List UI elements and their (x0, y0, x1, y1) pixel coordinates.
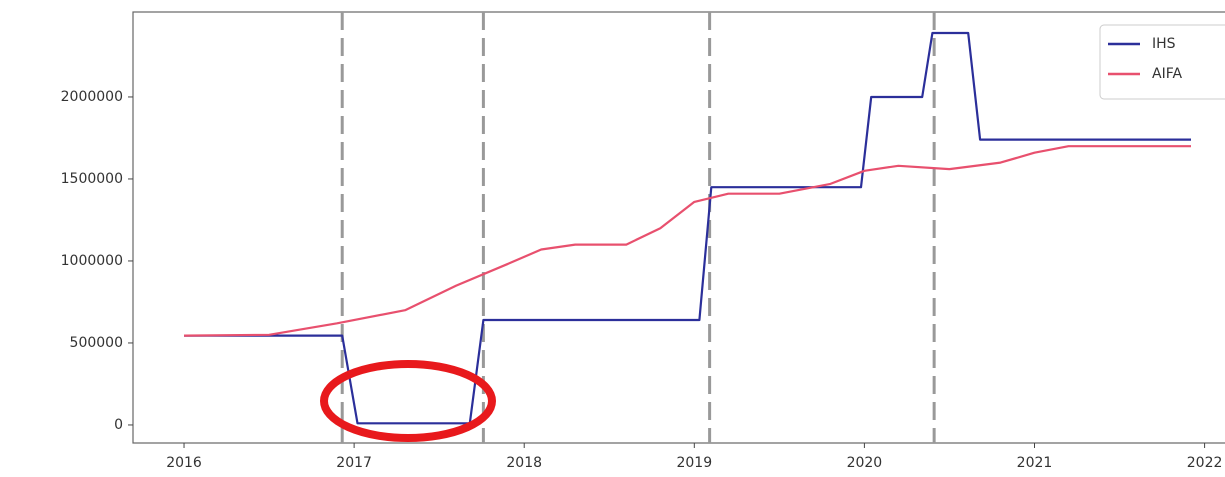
legend-label: IHS (1152, 36, 1176, 52)
y-tick-label: 0 (114, 417, 123, 433)
x-tick-label: 2018 (506, 455, 542, 471)
x-tick-label: 2022 (1187, 455, 1223, 471)
x-tick-label: 2017 (336, 455, 372, 471)
y-tick-label: 1000000 (61, 253, 123, 269)
series-line (184, 31, 1191, 425)
y-tick-label: 1500000 (61, 171, 123, 187)
plot-area (132, 11, 1225, 444)
legend-label: AIFA (1152, 66, 1182, 82)
x-tick-label: 2021 (1017, 455, 1053, 471)
y-tick-label: 500000 (70, 335, 123, 351)
y-tick-label: 2000000 (61, 89, 123, 105)
x-tick-label: 2020 (847, 455, 883, 471)
series-line (183, 145, 1191, 337)
highlight-ellipse (320, 360, 496, 442)
x-tick-label: 2016 (166, 455, 202, 471)
x-tick-label: 2019 (676, 455, 712, 471)
